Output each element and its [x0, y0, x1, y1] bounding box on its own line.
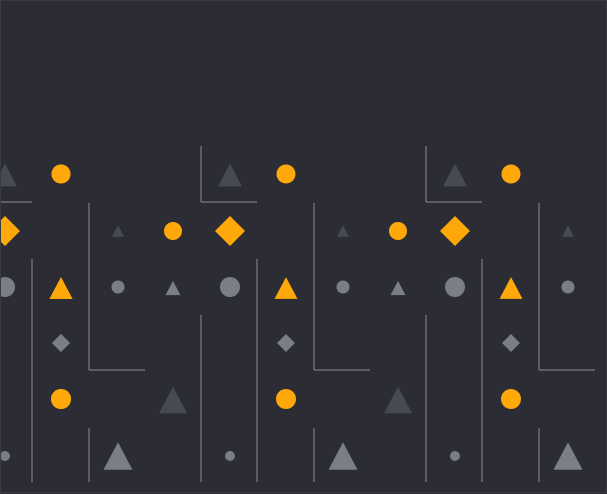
diamond-shape	[52, 334, 70, 352]
triangle-shape	[390, 280, 406, 296]
accent-triangle	[49, 277, 73, 299]
circle-shape	[111, 280, 125, 294]
circle-shape	[336, 280, 350, 294]
triangle-shape	[103, 442, 133, 470]
circle-shape	[1, 277, 15, 297]
accent-triangle	[274, 277, 298, 299]
triangle-shape	[443, 163, 467, 187]
triangle-shape	[384, 386, 412, 414]
accent-circle	[51, 164, 71, 184]
triangle-shape	[165, 280, 181, 296]
triangle-shape	[112, 225, 124, 237]
accent-circle	[276, 389, 296, 409]
accent-triangle	[499, 277, 523, 299]
circle-shape	[1, 451, 10, 461]
circle-shape	[561, 280, 575, 294]
accent-circle	[389, 222, 407, 240]
triangle-shape	[562, 225, 574, 237]
circle-shape	[450, 451, 460, 461]
accent-circle	[501, 164, 521, 184]
accent-circle	[501, 389, 521, 409]
circle-shape	[445, 277, 465, 297]
accent-diamond	[1, 216, 20, 246]
accent-circle	[51, 389, 71, 409]
circle-shape	[225, 451, 235, 461]
accent-diamond	[215, 216, 245, 246]
diamond-shape	[502, 334, 520, 352]
diamond-shape	[277, 334, 295, 352]
circle-shape	[220, 277, 240, 297]
triangle-shape	[218, 163, 242, 187]
triangle-shape	[159, 386, 187, 414]
triangle-shape	[328, 442, 358, 470]
accent-circle	[276, 164, 296, 184]
accent-circle	[164, 222, 182, 240]
triangle-shape	[337, 225, 349, 237]
accent-diamond	[440, 216, 470, 246]
triangle-shape	[553, 442, 583, 470]
triangle-shape	[1, 163, 17, 187]
